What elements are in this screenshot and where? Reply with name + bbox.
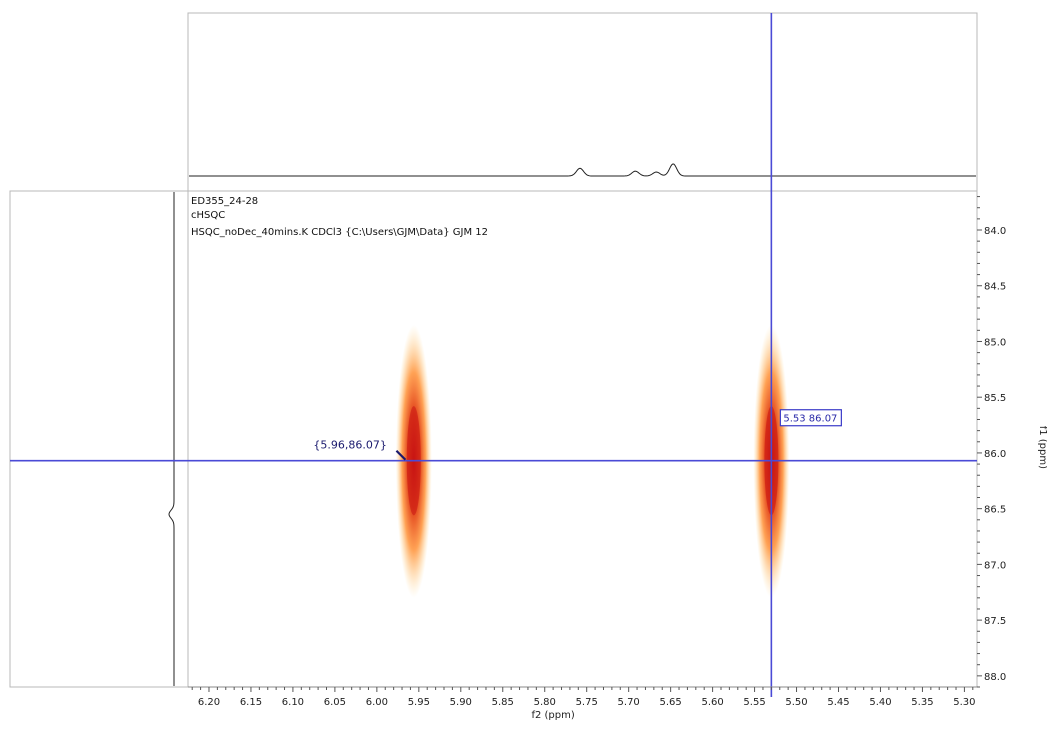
y-tick-label: 84.0: [984, 226, 1006, 237]
y-tick-label: 88.0: [984, 672, 1006, 683]
y-tick-label: 84.5: [984, 282, 1006, 293]
x-tick-label: 6.10: [282, 697, 304, 708]
x-tick-label: 6.15: [240, 697, 262, 708]
x-tick-label: 6.05: [324, 697, 346, 708]
y-tick-label: 85.0: [984, 337, 1006, 348]
peak-annotation: {5.96,86.07}: [313, 439, 386, 452]
x-tick-label: 5.75: [576, 697, 598, 708]
y-axis-title: f1 (ppm): [1037, 426, 1047, 469]
x-tick-label: 5.30: [953, 697, 975, 708]
x-tick-label: 5.90: [450, 697, 472, 708]
peak-annotation-arrow: [395, 449, 407, 461]
f1-projection-trace: [168, 192, 175, 686]
cursor-readout: 5.53 86.07: [783, 414, 837, 425]
x-tick-label: 6.20: [198, 697, 220, 708]
y-tick-label: 86.0: [984, 449, 1006, 460]
y-tick-label: 87.0: [984, 560, 1006, 571]
x-axis-title: f2 (ppm): [531, 710, 574, 721]
x-tick-label: 5.40: [869, 697, 891, 708]
y-tick-label: 86.5: [984, 505, 1006, 516]
x-tick-label: 5.80: [534, 697, 556, 708]
x-tick-label: 6.00: [366, 697, 388, 708]
x-axis: 6.20 6.15 6.10 6.05 6.00 5.95 5.90 5.85 5.80 5.75…: [188, 686, 977, 708]
x-tick-label: 5.70: [618, 697, 640, 708]
x-tick-label: 5.95: [408, 697, 430, 708]
y-tick-label: 85.5: [984, 393, 1006, 404]
y-axis: 84.0 84.5 85.0 85.5 86.0 86.5 87.0 87.5 88.0: [977, 196, 1006, 688]
f1-projection-panel: [9, 190, 189, 688]
x-tick-label: 5.85: [492, 697, 514, 708]
cursor-readout-box: [779, 409, 842, 427]
x-tick-label: 5.50: [785, 697, 807, 708]
header-line-3: HSQC_noDec_40mins.K CDCl3 {C:\Users\GJM\…: [191, 227, 488, 238]
y-tick-label: 87.5: [984, 616, 1006, 627]
header-line-2: cHSQC: [191, 210, 225, 221]
x-tick-label: 5.60: [701, 697, 723, 708]
x-tick-label: 5.45: [827, 697, 849, 708]
header-line-1: ED355_24-28: [191, 196, 258, 207]
f2-projection-trace: [189, 163, 976, 177]
x-tick-label: 5.35: [911, 697, 933, 708]
main-plot-panel: [187, 190, 978, 688]
x-tick-label: 5.55: [743, 697, 765, 708]
x-tick-label: 5.65: [660, 697, 682, 708]
f2-projection-panel: [187, 12, 978, 192]
